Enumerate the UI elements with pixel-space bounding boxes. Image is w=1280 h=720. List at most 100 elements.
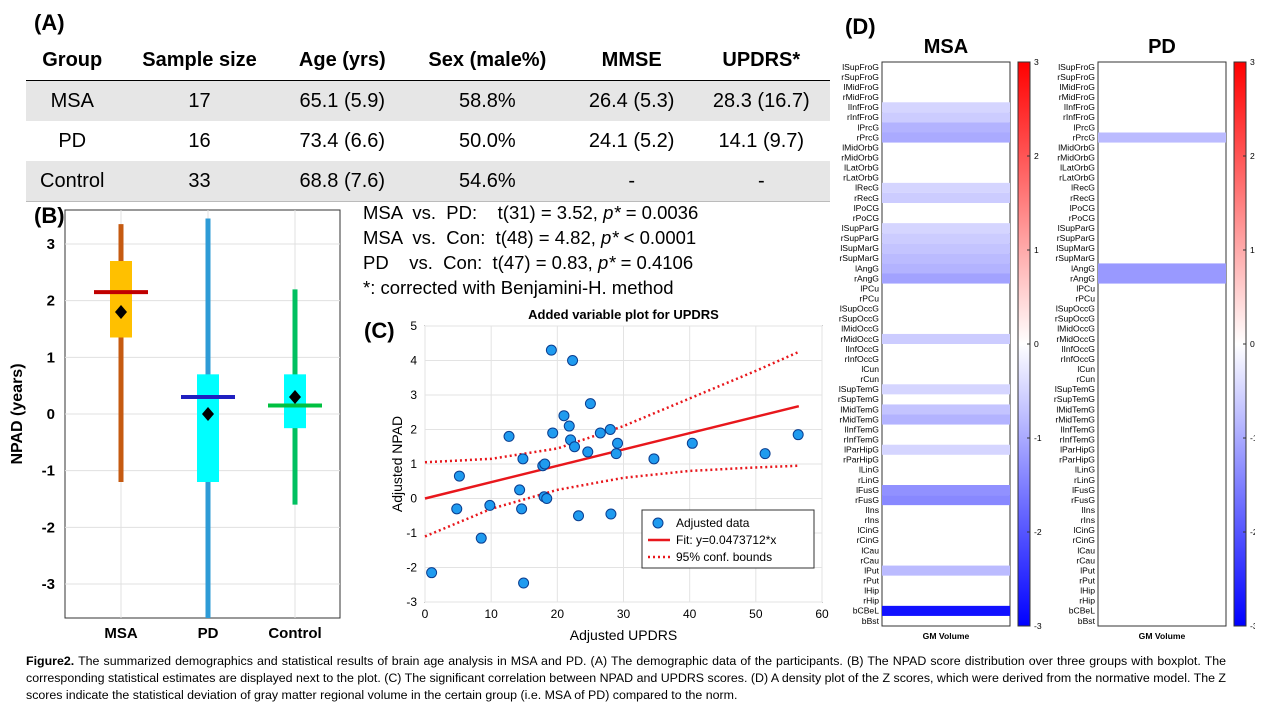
colorbar-tick-label: -3 [1034,621,1042,631]
stat-p-symbol: p* [601,227,619,248]
heatmap-xlabel: GM Volume [1139,631,1186,641]
region-label: lSupMarG [840,243,879,253]
heatmap-cell [882,605,1010,616]
region-label: lPrcG [858,122,880,132]
region-label: rInfFroG [1063,112,1095,122]
y-tick-label: -1 [42,463,55,480]
y-axis-label: Adjusted NPAD [389,416,405,512]
figure-caption: Figure2. The summarized demographics and… [26,653,1226,704]
panel-label-d: (D) [845,14,876,39]
stat-note: *: corrected with Benjamini-H. method [363,277,674,298]
region-label: lMidTemG [840,404,879,414]
y-tick-label: -3 [406,595,417,609]
region-label: lCun [1077,364,1095,374]
colorbar-tick-label: 3 [1250,57,1255,67]
data-point [759,448,771,460]
colorbar-tick-label: -1 [1034,433,1042,443]
heatmap-cell [882,414,1010,425]
region-label: lParHipG [1060,445,1095,455]
y-tick-label: 1 [47,349,55,366]
stat-text: MSA vs. Con: t(48) = 4.82, [363,227,602,248]
heatmap-cell [882,233,1010,244]
caption-bold: Figure2. [26,654,75,668]
region-label: rPoCG [1069,213,1096,223]
colorbar-tick-label: -1 [1250,433,1255,443]
colorbar-tick-label: 1 [1250,245,1255,255]
stat-p-value: = 0.4106 [615,252,694,273]
stat-p-symbol: p* [603,202,621,223]
scatter-chart: 0 10 20 30 40 50 60 -3 -2 -1 0 1 2 3 4 5 Added variable … [389,307,829,643]
region-label: rHip [1079,596,1095,606]
data-point [594,427,606,439]
demographics-table: Group Sample size Age (yrs) Sex (male%) … [26,40,830,202]
table-cell: 73.4 (6.6) [299,129,386,152]
region-label: rPCu [1075,293,1095,303]
region-label: rCau [860,555,879,565]
region-label: lFusG [856,485,879,495]
region-label: rPut [1079,575,1095,585]
region-label: rSupOccG [839,314,879,324]
region-label: lMidTemG [1056,404,1095,414]
region-label: lLinG [1075,465,1095,475]
region-label: rInfFroG [847,112,879,122]
region-label: lInfTemG [845,424,880,434]
region-label: bCBeL [853,606,879,616]
region-label: lCinG [1074,525,1096,535]
heatmap-cell [882,112,1010,123]
data-point [517,453,529,465]
region-label: rRecG [1070,193,1095,203]
stat-text: MSA vs. PD: t(31) = 3.52, [363,202,604,223]
heatmap-cell [882,333,1010,344]
stat-p-value: < 0.0001 [618,227,697,248]
data-point [584,398,596,410]
y-tick-label: 3 [410,388,417,402]
region-label: rSupParG [1057,233,1096,243]
panel-label-a: (A) [34,10,65,35]
region-label: rHip [863,596,879,606]
region-label: rFusG [1071,495,1095,505]
stat-p-value: = 0.0036 [620,202,699,223]
region-label: lPut [1080,565,1095,575]
box [197,374,219,482]
region-label: lMidFroG [844,82,880,92]
y-axis-label: NPAD (years) [9,363,26,464]
table-cell: 50.0% [458,129,516,152]
y-tick-label: -3 [42,576,55,593]
panel-label-c: (C) [364,318,395,343]
colorbar-tick-label: 0 [1250,339,1255,349]
region-label: rPoCG [853,213,880,223]
region-label: lInfFroG [848,102,879,112]
data-point [569,441,581,453]
chart-title: Added variable plot for UPDRS [528,307,719,322]
heatmap-cell [882,273,1010,284]
region-label: rPut [863,575,879,585]
heatmap-cell [1098,132,1226,143]
region-label: lMidOccG [841,324,879,334]
region-label: rIns [865,515,879,525]
legend-box [641,509,815,569]
table-cell: - [692,161,830,202]
data-point [539,458,551,470]
stat-p-symbol: p* [597,252,616,273]
region-label: rSupOccG [1055,314,1095,324]
heatmap-frame [1097,61,1227,627]
region-label: lCau [861,545,879,555]
region-label: rSupTemG [1054,394,1095,404]
heatmap-cell [882,102,1010,113]
y-tick-label: -1 [406,526,417,540]
heatmap-cell [882,444,1010,455]
region-label: lCinG [858,525,880,535]
data-point [610,448,622,460]
legend-label: Adjusted data [676,516,750,530]
region-label: lMidOrbG [1058,142,1095,152]
table-row: PD 16 73.4 (6.6) 50.0% 24.1 (5.2) 14.1 (… [26,121,830,161]
table-cell: 24.1 (5.2) [588,129,675,152]
data-point [563,420,575,432]
region-label: rLatOrbG [843,173,879,183]
colorbar-tick-label: 1 [1034,245,1039,255]
region-label: rMidFroG [1059,92,1096,102]
region-label: lParHipG [844,445,879,455]
data-point [648,453,660,465]
region-label: lSupOccG [1056,304,1095,314]
table-cell: 28.3 (16.7) [692,80,830,121]
